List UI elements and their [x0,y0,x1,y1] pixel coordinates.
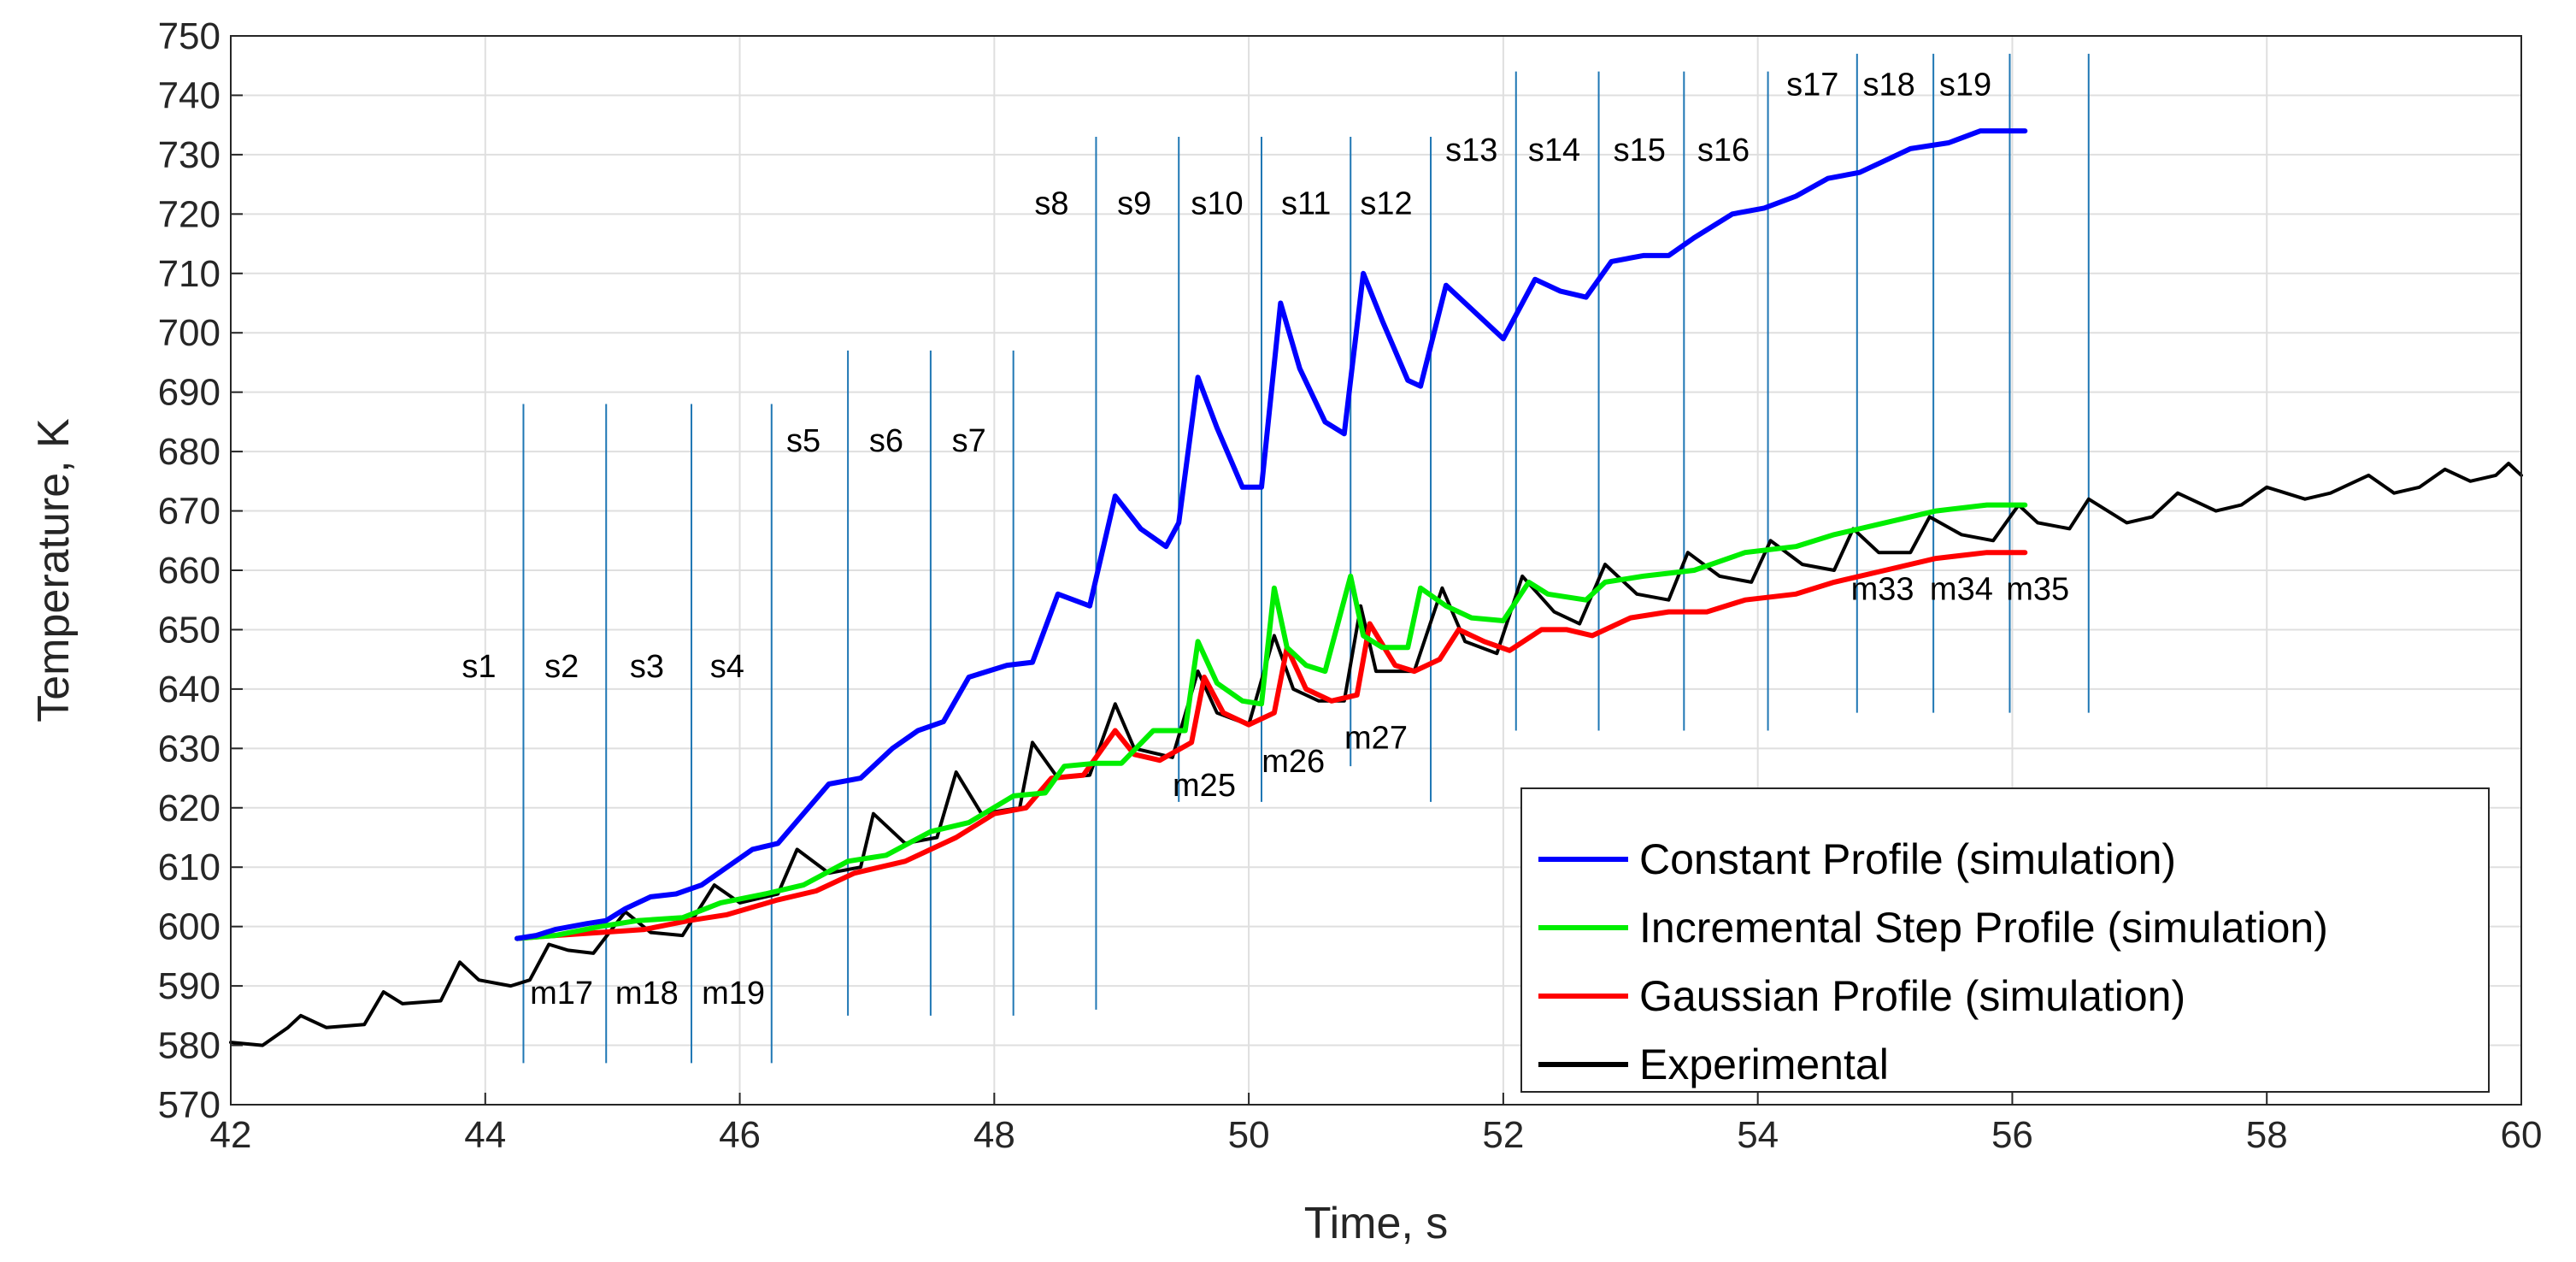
y-tick-label: 660 [158,550,221,592]
x-tick-label: 50 [1228,1114,1270,1156]
x-tick-label: 46 [719,1114,761,1156]
y-tick-label: 750 [158,15,221,57]
measurement-label: m27 [1344,720,1408,756]
y-tick-label: 640 [158,669,221,711]
section-label: s3 [630,649,664,685]
y-tick-label: 730 [158,134,221,176]
axis-ticks: 42 44 46 48 50 52 54 56 58 60 570 580 590 600 610 620 63… [158,15,2543,1156]
x-axis-label: Time, s [1304,1199,1449,1248]
section-label: s7 [952,423,986,459]
y-tick-label: 690 [158,372,221,414]
x-tick-label: 56 [1991,1114,2033,1156]
section-label: s18 [1862,67,1914,103]
y-tick-label: 620 [158,787,221,829]
section-label: s14 [1528,133,1580,168]
measurement-label: m34 [1930,572,1993,608]
y-tick-label: 670 [158,491,221,533]
annotations: s1 s2 s3 s4 s5 s6 s7 s8 s9 s10 s11 s12 s13 s14 s15 s16 s… [462,67,2069,1011]
x-tick-label: 52 [1482,1114,1524,1156]
y-tick-label: 720 [158,193,221,235]
x-tick-label: 48 [973,1114,1015,1156]
section-label: s2 [544,649,579,685]
section-label: s1 [462,649,496,685]
section-label: s17 [1786,67,1838,103]
legend-box [1520,787,2490,1093]
section-label: s9 [1117,186,1151,221]
section-label: s4 [710,649,744,685]
measurement-label: m19 [702,976,765,1011]
section-label: s6 [869,423,903,459]
measurement-label: m17 [530,976,593,1011]
legend-label: Constant Profile (simulation) [1639,835,2176,883]
section-label: s19 [1939,67,1991,103]
x-tick-label: 54 [1737,1114,1779,1156]
x-tick-label: 42 [210,1114,252,1156]
x-tick-label: 58 [2246,1114,2288,1156]
x-tick-label: 60 [2501,1114,2543,1156]
section-label: s8 [1034,186,1068,221]
measurement-label: m33 [1851,572,1914,608]
legend-label: Gaussian Profile (simulation) [1639,972,2185,1020]
legend: Constant Profile (simulation) Incremental… [1520,787,2490,1093]
y-axis-label: Temperature, K [29,418,79,722]
y-tick-label: 600 [158,906,221,948]
section-label: s10 [1191,186,1243,221]
section-label: s16 [1697,133,1750,168]
y-tick-label: 680 [158,431,221,473]
y-tick-label: 740 [158,74,221,116]
legend-label: Incremental Step Profile (simulation) [1639,904,2328,952]
measurement-label: m26 [1262,744,1325,780]
section-label: s13 [1445,133,1497,168]
section-label: s5 [786,423,820,459]
series-lines [229,128,2523,1047]
y-tick-label: 610 [158,846,221,888]
legend-label: Experimental [1639,1041,1889,1088]
series-line-3 [229,462,2523,1047]
section-label: s12 [1360,186,1412,221]
y-tick-label: 630 [158,728,221,770]
section-label: s15 [1614,133,1666,168]
section-label: s11 [1281,186,1331,221]
x-tick-label: 44 [464,1114,506,1156]
y-tick-label: 590 [158,965,221,1007]
y-tick-label: 570 [158,1084,221,1126]
measurement-label: m35 [2006,572,2069,608]
series-line-0 [515,128,2028,941]
y-tick-label: 710 [158,253,221,295]
y-tick-label: 650 [158,609,221,651]
series-line-1 [515,502,2028,941]
measurement-label: m25 [1173,768,1236,804]
y-tick-label: 700 [158,312,221,354]
y-tick-label: 580 [158,1025,221,1067]
measurement-label: m18 [615,976,679,1011]
